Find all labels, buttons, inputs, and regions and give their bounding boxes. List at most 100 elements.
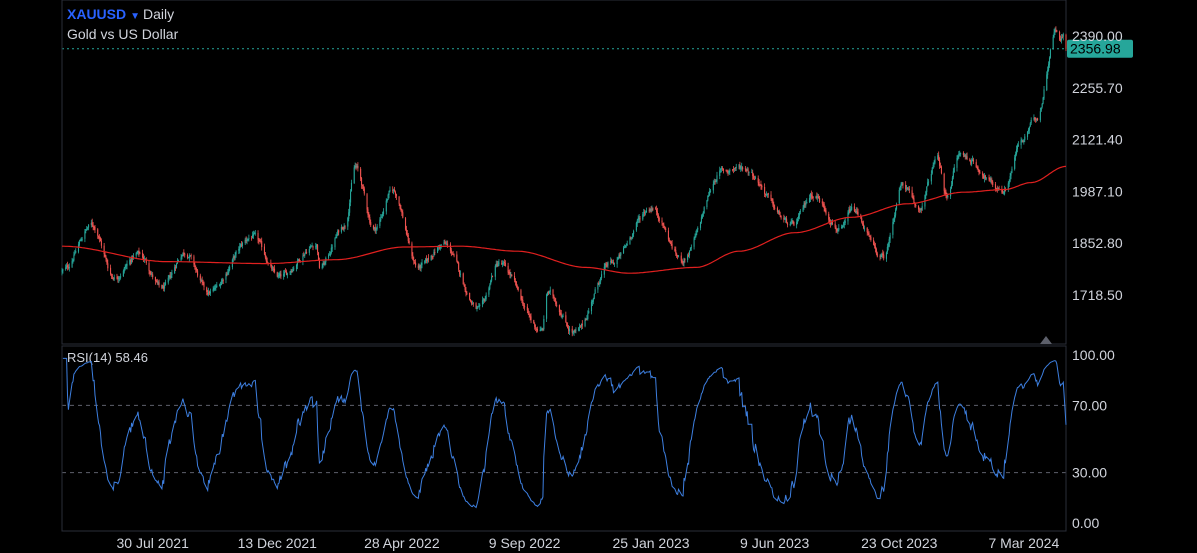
- candle-body: [748, 171, 750, 173]
- candle-body: [361, 178, 363, 186]
- candle-body: [834, 223, 836, 228]
- candle-body: [927, 182, 929, 187]
- candlestick-series: [61, 26, 1067, 337]
- candle-body: [382, 211, 385, 214]
- candle-body: [530, 316, 532, 320]
- candle-body: [824, 207, 826, 211]
- candle-body: [733, 168, 735, 170]
- candle-body: [934, 158, 936, 163]
- candle-body: [522, 300, 524, 305]
- candle-body: [792, 220, 794, 223]
- candle-body: [328, 254, 331, 256]
- candle-body: [130, 260, 132, 262]
- candle-body: [975, 162, 977, 168]
- candle-body: [1059, 32, 1061, 40]
- candle-body: [527, 310, 529, 314]
- candle-body: [662, 223, 664, 225]
- candle-body: [513, 276, 516, 281]
- candle-body: [297, 259, 299, 261]
- symbol-button[interactable]: XAUUSD: [67, 6, 127, 22]
- candle-body: [939, 166, 942, 168]
- candle-body: [241, 243, 244, 246]
- candle-body: [1048, 57, 1051, 65]
- candle-body: [599, 282, 601, 284]
- candle-body: [239, 246, 241, 250]
- candle-body: [784, 219, 786, 220]
- candle-body: [857, 211, 859, 215]
- candle-body: [432, 256, 434, 258]
- interval-label[interactable]: Daily: [143, 6, 175, 22]
- candle-body: [380, 217, 382, 221]
- candle-body: [131, 257, 133, 263]
- candle-body: [905, 184, 907, 190]
- candle-body: [894, 215, 896, 220]
- candle-body: [485, 294, 487, 299]
- candle-body: [690, 246, 692, 248]
- candle-body: [1061, 37, 1063, 38]
- candle-body: [983, 175, 986, 179]
- candle-body: [232, 256, 234, 259]
- candle-body: [97, 229, 99, 236]
- candle-body: [77, 244, 80, 252]
- candle-body: [625, 244, 627, 246]
- candle-body: [556, 304, 558, 306]
- candle-body: [985, 177, 987, 179]
- candle-body: [573, 330, 575, 333]
- candle-body: [772, 199, 774, 205]
- caret-down-icon[interactable]: ▼: [130, 11, 141, 22]
- candle-body: [434, 252, 436, 253]
- candle-body: [887, 245, 889, 247]
- candle-body: [572, 332, 574, 334]
- candle-body: [175, 266, 177, 268]
- candle-body: [1041, 103, 1043, 108]
- candle-body: [655, 208, 657, 210]
- candle-body: [777, 211, 779, 213]
- candle-body: [85, 229, 87, 231]
- candle-body: [619, 254, 621, 256]
- candle-body: [233, 256, 235, 258]
- candle-body: [620, 252, 622, 256]
- candle-body: [952, 171, 954, 178]
- candle-body: [62, 269, 64, 271]
- candle-body: [337, 230, 339, 235]
- candle-body: [998, 188, 1000, 190]
- candle-body: [303, 255, 305, 256]
- candle-body: [661, 220, 663, 223]
- candle-body: [738, 165, 740, 167]
- candle-body: [456, 254, 458, 261]
- candle-body: [888, 239, 890, 247]
- candle-body: [120, 276, 122, 278]
- time-tick-label: 30 Jul 2021: [116, 535, 189, 551]
- candle-body: [663, 224, 665, 228]
- candle-body: [71, 261, 73, 267]
- candle-body: [603, 266, 605, 275]
- price-tick-label: 2255.70: [1072, 80, 1123, 96]
- candle-body: [735, 166, 737, 168]
- candle-body: [412, 255, 414, 260]
- time-tick-label: 13 Dec 2021: [238, 535, 318, 551]
- price-pane-border: [61, 0, 1067, 345]
- candle-body: [966, 156, 968, 160]
- candle-body: [1052, 37, 1054, 49]
- candle-body: [1046, 74, 1048, 91]
- candle-body: [509, 272, 511, 276]
- candle-body: [488, 288, 490, 295]
- candle-body: [1059, 39, 1062, 41]
- candle-body: [823, 203, 825, 208]
- candle-body: [699, 222, 702, 228]
- candle-body: [631, 237, 633, 239]
- candle-body: [206, 287, 208, 293]
- candle-body: [574, 330, 576, 332]
- candle-body: [142, 252, 144, 258]
- candle-body: [369, 216, 371, 223]
- candle-body: [754, 177, 757, 179]
- candle-body: [868, 233, 870, 237]
- candle-body: [844, 221, 846, 224]
- candle-body: [983, 175, 985, 179]
- candle-body: [207, 292, 209, 295]
- candle-body: [883, 254, 885, 259]
- candle-body: [810, 194, 812, 196]
- candle-body: [675, 250, 677, 254]
- candle-body: [124, 267, 126, 268]
